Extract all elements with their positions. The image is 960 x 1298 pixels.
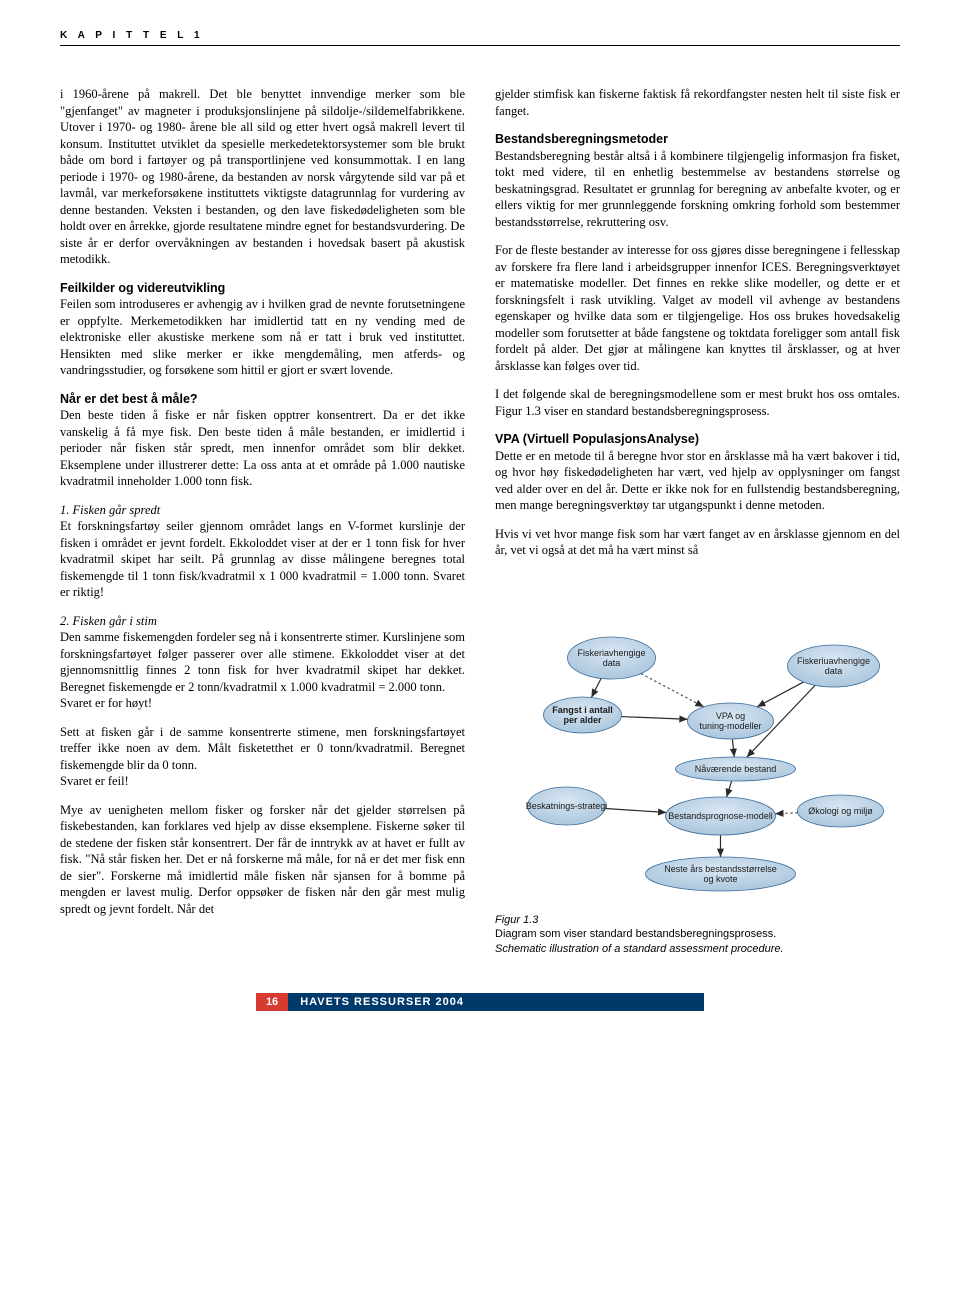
two-column-layout: i 1960-årene på makrell. Det ble benytte… (60, 86, 900, 613)
lower-left-text: 2. Fisken går i stim Den samme fiskemeng… (60, 613, 465, 958)
example-heading: 1. Fisken går spredt (60, 502, 465, 519)
page-number: 16 (256, 993, 288, 1011)
right-column: gjelder stimfisk kan fiskerne faktisk få… (495, 86, 900, 613)
svg-text:og kvote: og kvote (703, 874, 737, 884)
body-text: Den beste tiden å fiske er når fisken op… (60, 407, 465, 490)
page-content: K A P I T T E L 1 i 1960-årene på makrel… (0, 0, 960, 957)
subheading: VPA (Virtuell PopulasjonsAnalyse) (495, 431, 900, 448)
body-text: Dette er en metode til å beregne hvor st… (495, 448, 900, 514)
body-text: i 1960-årene på makrell. Det ble benytte… (60, 86, 465, 268)
subheading: Feilkilder og videreutvikling (60, 280, 465, 297)
chapter-header: K A P I T T E L 1 (60, 30, 900, 46)
figure-caption: Figur 1.3 Diagram som viser standard bes… (495, 913, 900, 958)
svg-text:VPA og: VPA og (716, 710, 745, 720)
body-text: Svaret er for høyt! (60, 695, 465, 712)
footer-title: HAVETS RESSURSER 2004 (288, 993, 704, 1011)
svg-text:data: data (603, 658, 621, 668)
body-text: Hvis vi vet hvor mange fisk som har vært… (495, 526, 900, 559)
body-text: Svaret er feil! (60, 773, 465, 790)
body-text: I det følgende skal de beregningsmodelle… (495, 386, 900, 419)
body-text: Den samme fiskemengden fordeler seg nå i… (60, 629, 465, 695)
svg-text:Bestandsprognose-modell: Bestandsprognose-modell (668, 811, 773, 821)
svg-text:Økologi og miljø: Økologi og miljø (808, 806, 873, 816)
svg-text:Fangst i antall: Fangst i antall (552, 704, 613, 714)
svg-text:Nåværende bestand: Nåværende bestand (695, 764, 777, 774)
flowchart-svg: FiskeriavhengigedataFiskeriuavhengigedat… (495, 625, 900, 905)
caption-title: Figur 1.3 (495, 914, 538, 926)
body-text: Sett at fisken går i de samme konsentrer… (60, 724, 465, 774)
body-text: gjelder stimfisk kan fiskerne faktisk få… (495, 86, 900, 119)
subheading: Når er det best å måle? (60, 391, 465, 408)
body-text: Feilen som introduseres er avhengig av i… (60, 296, 465, 379)
example-heading: 2. Fisken går i stim (60, 613, 465, 630)
lower-section: 2. Fisken går i stim Den samme fiskemeng… (60, 613, 900, 958)
left-column: i 1960-årene på makrell. Det ble benytte… (60, 86, 465, 613)
subheading: Bestandsberegningsmetoder (495, 131, 900, 148)
svg-text:tuning-modeller: tuning-modeller (699, 721, 761, 731)
flowchart-diagram: FiskeriavhengigedataFiskeriuavhengigedat… (495, 625, 900, 905)
caption-line1: Diagram som viser standard bestandsbereg… (495, 928, 776, 940)
svg-text:Neste års bestandsstørrelse: Neste års bestandsstørrelse (664, 863, 777, 873)
caption-line2: Schematic illustration of a standard ass… (495, 943, 784, 955)
body-text: Et forskningsfartøy seiler gjennom områd… (60, 518, 465, 601)
svg-text:data: data (825, 666, 843, 676)
body-text: Bestandsberegning består altså i å kombi… (495, 148, 900, 231)
svg-text:Fiskeriavhengige: Fiskeriavhengige (577, 647, 645, 657)
svg-text:per alder: per alder (563, 715, 602, 725)
svg-text:Beskatnings-strategi: Beskatnings-strategi (526, 801, 608, 811)
svg-text:Fiskeriuavhengige: Fiskeriuavhengige (797, 655, 870, 665)
body-text: For de fleste bestander av interesse for… (495, 242, 900, 374)
diagram-region: FiskeriavhengigedataFiskeriuavhengigedat… (495, 613, 900, 958)
page-footer: 16 HAVETS RESSURSER 2004 (0, 993, 960, 1031)
body-text: Mye av uenigheten mellom fisker og forsk… (60, 802, 465, 918)
